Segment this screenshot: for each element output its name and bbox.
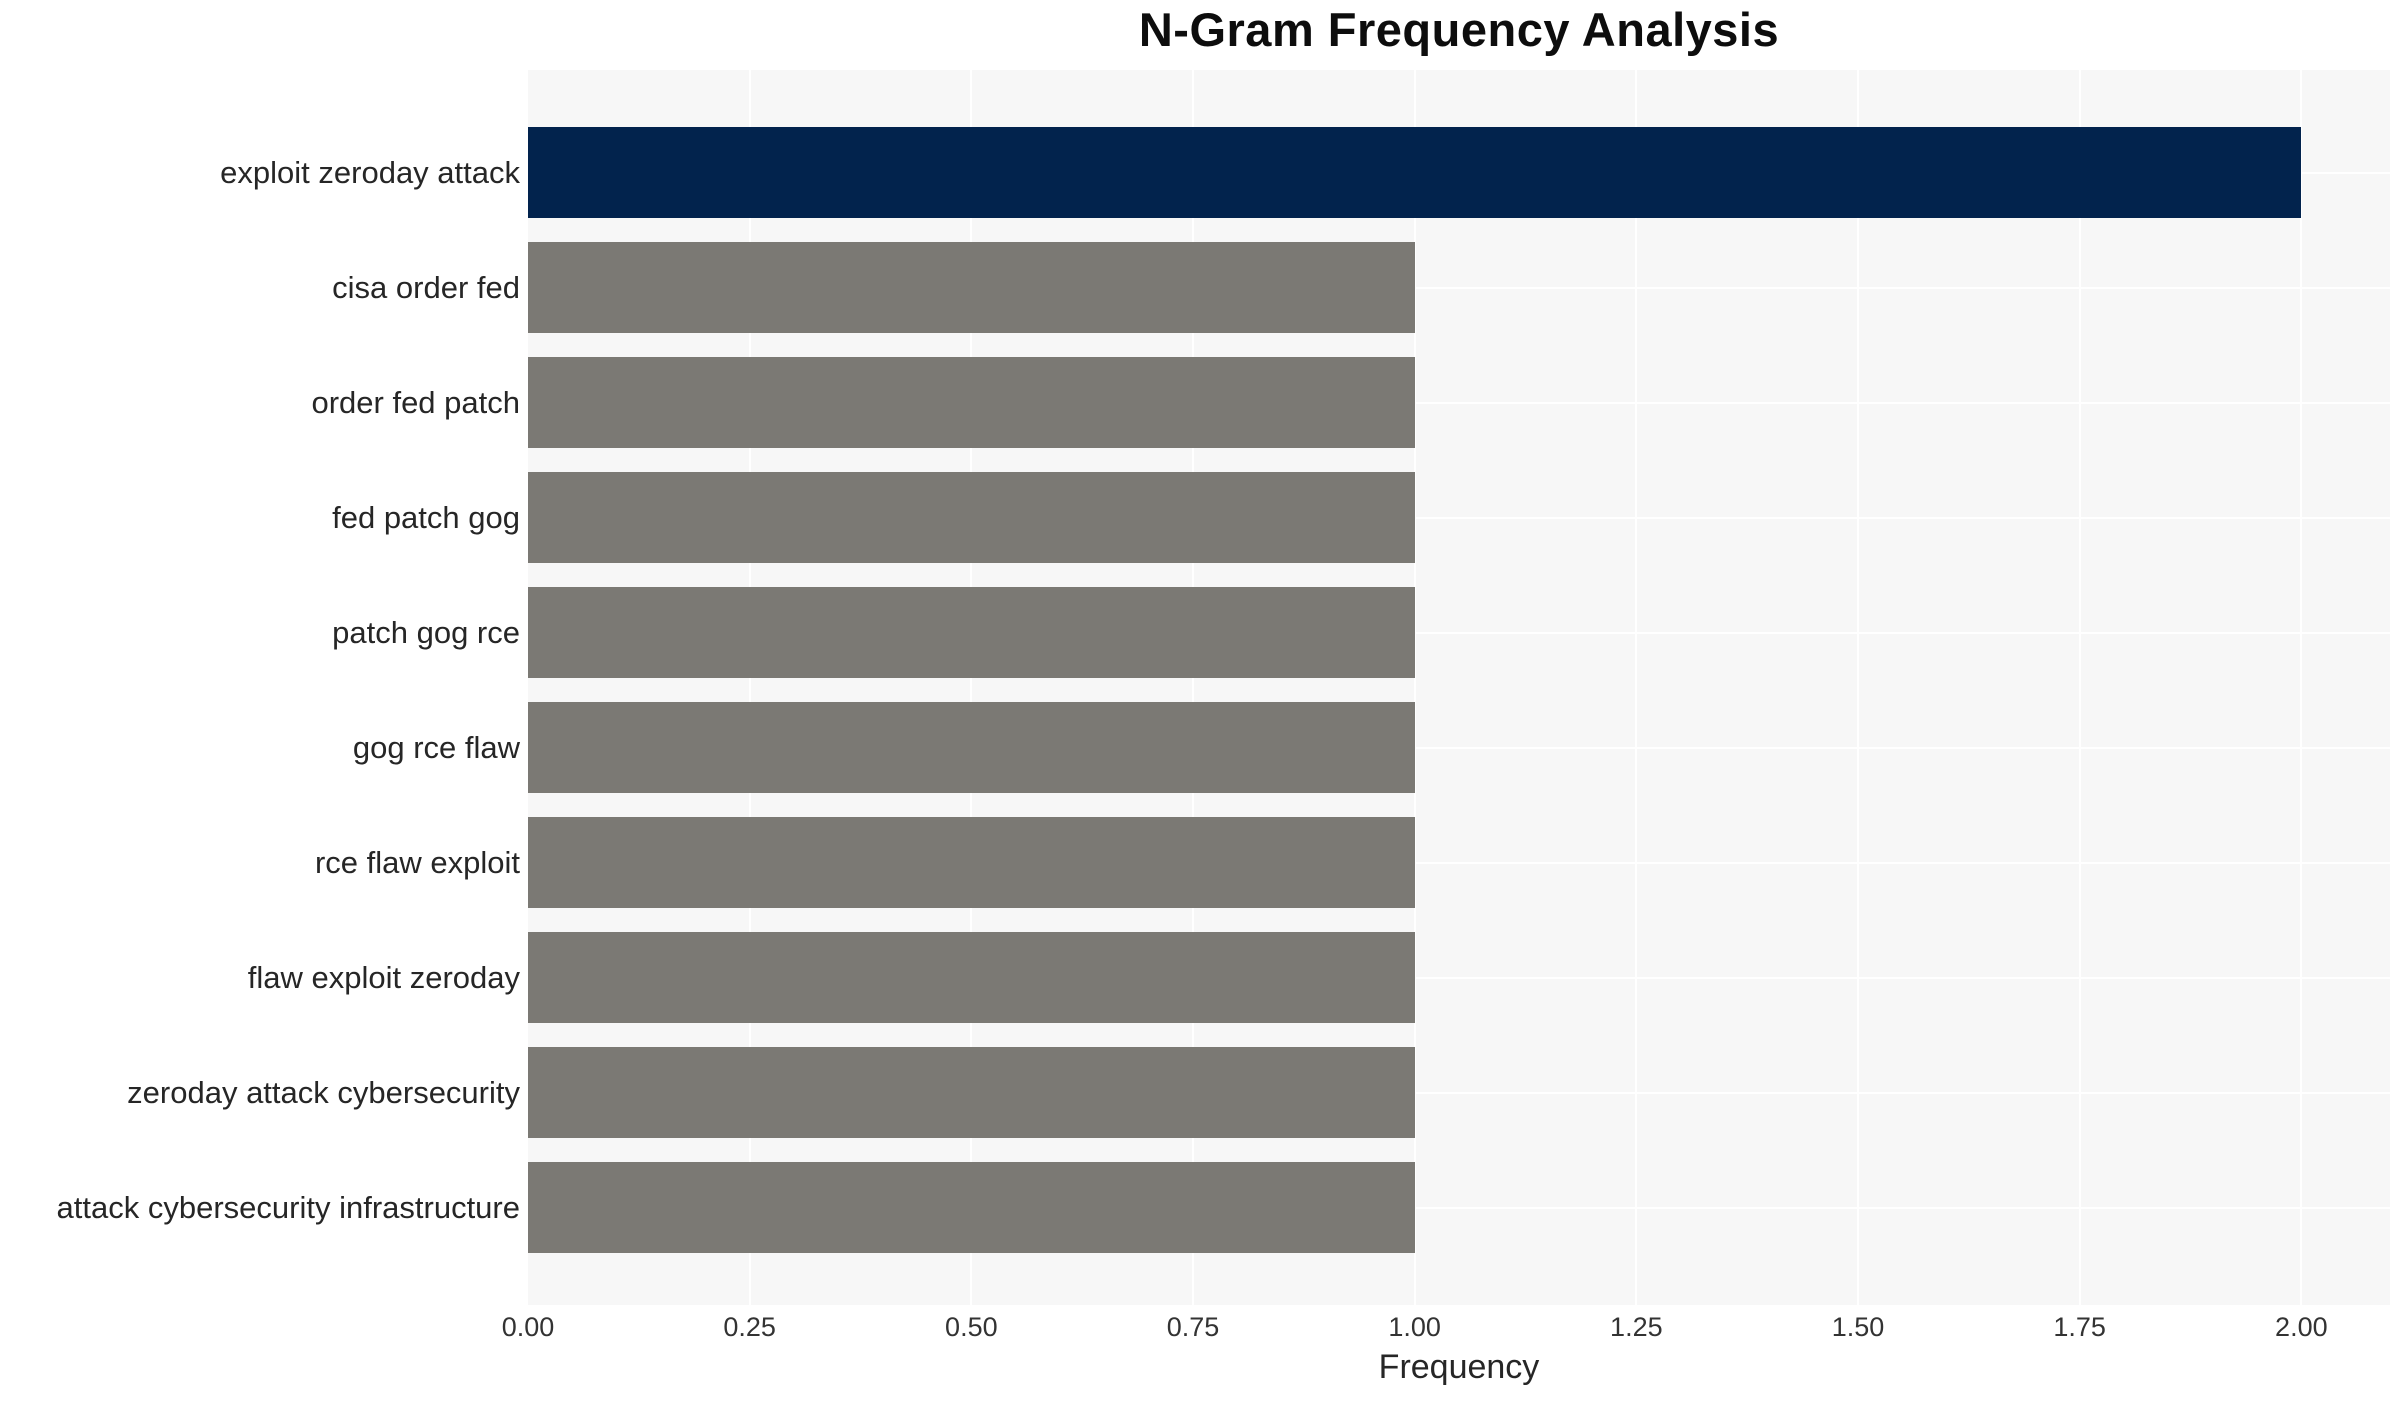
- y-axis-label: rce flaw exploit: [314, 844, 520, 880]
- vertical-gridline: [1635, 70, 1638, 1305]
- bar-default: [528, 242, 1415, 333]
- y-axis-labels: exploit zeroday attack cisa order fed orde…: [0, 70, 520, 1305]
- y-axis-label: fed patch gog: [332, 499, 520, 535]
- vertical-gridline: [748, 70, 751, 1305]
- y-axis-label: flaw exploit zeroday: [247, 959, 520, 995]
- bar-row: [528, 230, 2390, 345]
- horizontal-gridline: [528, 1206, 2390, 1209]
- bar-default: [528, 817, 1415, 908]
- x-tick-label: 1.00: [1388, 1312, 1441, 1342]
- y-axis-label: gog rce flaw: [352, 729, 520, 765]
- horizontal-gridline: [528, 401, 2390, 404]
- bar-row: [528, 1035, 2390, 1150]
- bar-row: [528, 805, 2390, 920]
- chart-title: N-Gram Frequency Analysis: [1138, 3, 1780, 56]
- bar-default: [528, 587, 1415, 678]
- vertical-gridline: [2078, 70, 2081, 1305]
- x-tick-label: 0.50: [945, 1312, 998, 1342]
- y-axis-label: exploit zeroday attack: [220, 154, 520, 190]
- bar-highlight: [528, 127, 2302, 218]
- x-tick-label: 1.75: [2053, 1312, 2106, 1342]
- bar-default: [528, 702, 1415, 793]
- x-tick-label: 2.00: [2275, 1312, 2328, 1342]
- bar-row: [528, 115, 2390, 230]
- horizontal-gridline: [528, 631, 2390, 634]
- horizontal-gridline: [528, 516, 2390, 519]
- bar-default: [528, 932, 1415, 1023]
- vertical-gridline: [970, 70, 973, 1305]
- horizontal-gridline: [528, 1091, 2390, 1094]
- horizontal-gridline: [528, 286, 2390, 289]
- y-axis-label: attack cybersecurity infrastructure: [56, 1189, 520, 1225]
- vertical-gridline: [1192, 70, 1194, 1305]
- y-axis-label: cisa order fed: [332, 269, 520, 305]
- x-tick-label: 0.25: [723, 1312, 776, 1342]
- bar-row: [528, 920, 2390, 1035]
- x-axis-title: Frequency: [1378, 1348, 1540, 1386]
- bar-default: [528, 1047, 1415, 1138]
- bar-rows: [528, 70, 2390, 1305]
- x-axis-ticks: 0.00 0.25 0.50 0.75 1.00 1.25 1.50 1.75 2.00: [0, 1312, 2407, 1352]
- horizontal-gridline: [528, 861, 2390, 864]
- x-tick-label: 1.25: [1610, 1312, 1663, 1342]
- x-tick-label: 0.00: [501, 1312, 555, 1342]
- vertical-gridline: [1857, 70, 1859, 1305]
- horizontal-gridline: [528, 976, 2390, 979]
- bar-row: [528, 1150, 2390, 1265]
- vertical-gridline: [1413, 70, 1416, 1305]
- x-tick-label: 1.50: [1831, 1312, 1885, 1342]
- bar-default: [528, 357, 1415, 448]
- vertical-gridline: [2300, 70, 2303, 1305]
- bar-default: [528, 472, 1415, 563]
- bar-row: [528, 690, 2390, 805]
- plot-area: [528, 70, 2390, 1305]
- y-axis-label: order fed patch: [311, 384, 520, 420]
- bar-row: [528, 460, 2390, 575]
- bar-default: [528, 1162, 1415, 1253]
- bar-row: [528, 345, 2390, 460]
- horizontal-gridline: [528, 746, 2390, 749]
- bar-row: [528, 575, 2390, 690]
- y-axis-label: zeroday attack cybersecurity: [127, 1074, 520, 1110]
- y-axis-label: patch gog rce: [332, 614, 520, 650]
- x-tick-label: 0.75: [1166, 1312, 1220, 1342]
